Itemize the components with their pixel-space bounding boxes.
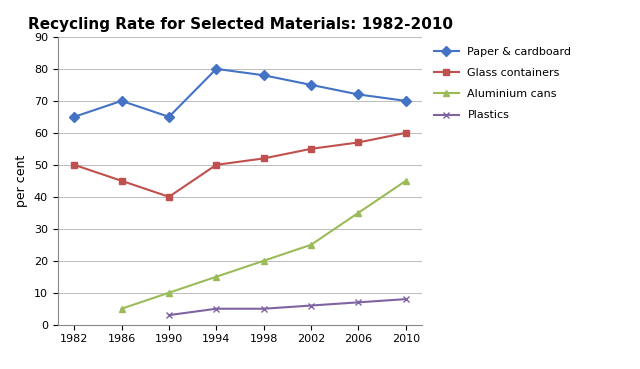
Glass containers [165, 194, 173, 199]
Aluminium cans [402, 179, 410, 183]
Line: Glass containers: Glass containers [70, 130, 410, 200]
Glass containers [70, 163, 78, 167]
Glass containers [355, 140, 362, 145]
Plastics [165, 313, 173, 317]
Paper & cardboard [307, 83, 315, 87]
Y-axis label: per cent: per cent [15, 155, 28, 207]
Glass containers [260, 156, 268, 161]
Glass containers [402, 131, 410, 135]
Title: Recycling Rate for Selected Materials: 1982-2010: Recycling Rate for Selected Materials: 1… [28, 17, 452, 32]
Aluminium cans [355, 211, 362, 215]
Aluminium cans [118, 307, 125, 311]
Legend: Paper & cardboard, Glass containers, Aluminium cans, Plastics: Paper & cardboard, Glass containers, Alu… [429, 43, 576, 125]
Line: Paper & cardboard: Paper & cardboard [70, 65, 410, 120]
Glass containers [307, 146, 315, 151]
Line: Plastics: Plastics [166, 296, 410, 318]
Paper & cardboard [402, 99, 410, 103]
Plastics [307, 303, 315, 308]
Paper & cardboard [260, 73, 268, 77]
Paper & cardboard [355, 92, 362, 97]
Line: Aluminium cans: Aluminium cans [118, 177, 410, 312]
Glass containers [118, 179, 125, 183]
Aluminium cans [165, 290, 173, 295]
Aluminium cans [307, 242, 315, 247]
Plastics [355, 300, 362, 304]
Glass containers [212, 163, 220, 167]
Plastics [402, 297, 410, 301]
Aluminium cans [212, 275, 220, 279]
Paper & cardboard [70, 115, 78, 119]
Paper & cardboard [212, 67, 220, 71]
Paper & cardboard [118, 99, 125, 103]
Plastics [212, 307, 220, 311]
Aluminium cans [260, 259, 268, 263]
Plastics [260, 307, 268, 311]
Paper & cardboard [165, 115, 173, 119]
